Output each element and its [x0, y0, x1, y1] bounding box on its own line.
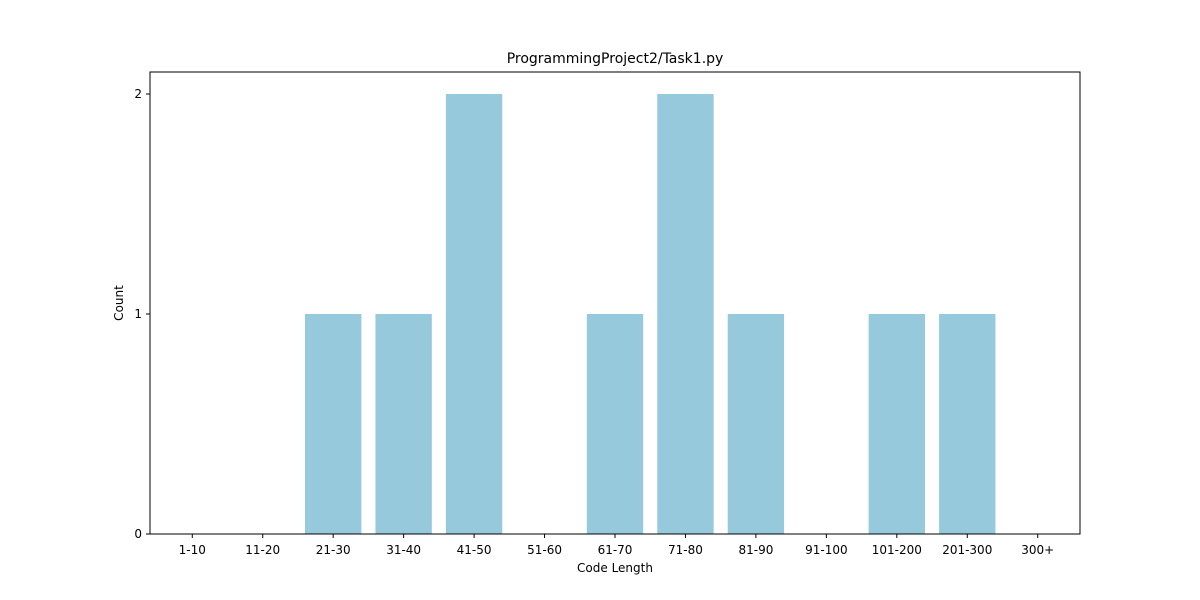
x-tick-label: 81-90 — [738, 543, 773, 557]
bar-81-90 — [727, 314, 785, 534]
y-tick-label: 1 — [134, 307, 142, 321]
x-tick-label: 1-10 — [179, 543, 206, 557]
x-tick-label: 71-80 — [668, 543, 703, 557]
bar-201-300 — [939, 314, 996, 534]
bar-21-30 — [305, 314, 362, 534]
bar-101-200 — [868, 314, 925, 534]
chart-title: ProgrammingProject2/Task1.py — [507, 51, 724, 67]
x-tick-label: 31-40 — [386, 543, 421, 557]
y-axis-label: Count — [112, 285, 126, 321]
bar-71-80 — [657, 94, 714, 534]
x-tick-label: 11-20 — [245, 543, 280, 557]
bars — [305, 94, 996, 534]
y-tick-label: 0 — [134, 527, 142, 541]
bar-61-70 — [586, 314, 644, 534]
x-axis-ticks: 1-10 11-20 21-30 31-40 41-50 51-60 61-70 71-80 8… — [179, 534, 1054, 557]
x-tick-label: 51-60 — [527, 543, 562, 557]
x-tick-label: 41-50 — [457, 543, 492, 557]
x-tick-label: 300+ — [1021, 543, 1054, 557]
x-axis-label: Code Length — [577, 561, 653, 575]
x-tick-label: 21-30 — [316, 543, 351, 557]
x-tick-label: 91-100 — [805, 543, 848, 557]
y-tick-label: 2 — [134, 87, 142, 101]
y-axis-ticks: 0 1 2 — [134, 87, 150, 541]
bar-31-40 — [375, 314, 432, 534]
x-tick-label: 101-200 — [872, 543, 922, 557]
bar-41-50 — [445, 94, 503, 534]
x-tick-label: 201-300 — [942, 543, 992, 557]
x-tick-label: 61-70 — [598, 543, 633, 557]
